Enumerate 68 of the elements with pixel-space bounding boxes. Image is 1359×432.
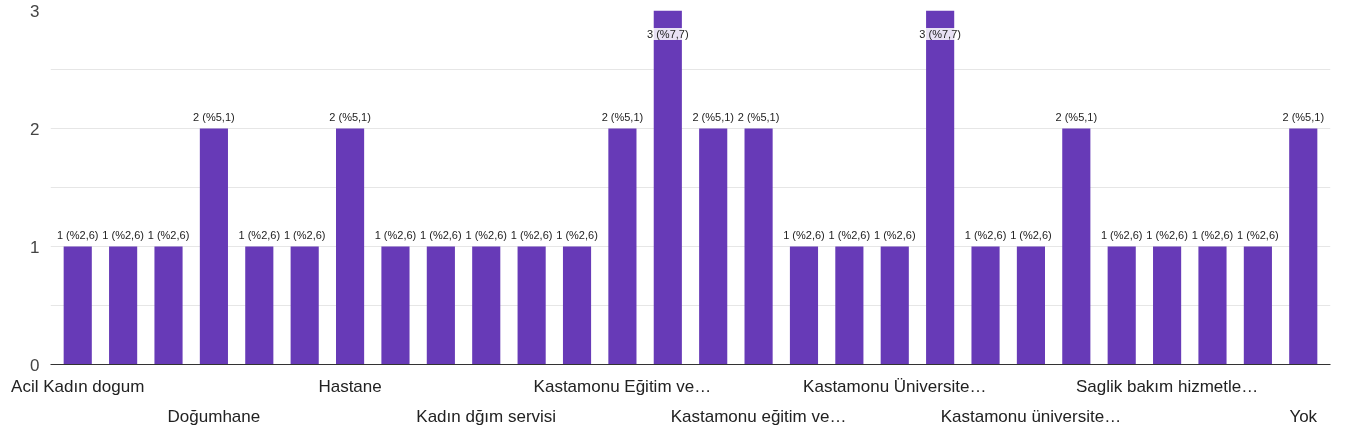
data-label: 1 (%2,6)	[102, 228, 144, 241]
x-tick-label: Kastamonu Eğitim ve…	[533, 376, 712, 396]
y-tick-label: 2	[30, 119, 40, 139]
data-label: 1 (%2,6)	[56, 228, 99, 241]
bar	[154, 246, 183, 365]
x-tick-label: Yok	[1289, 406, 1318, 426]
bar	[744, 128, 773, 365]
data-label: 1 (%2,6)	[783, 228, 825, 241]
bar	[109, 246, 138, 365]
bar	[1198, 246, 1227, 365]
x-tick-label: Acil Kadın dogum	[11, 376, 145, 396]
data-label: 1 (%2,6)	[873, 228, 916, 241]
data-label: 1 (%2,6)	[556, 228, 598, 241]
y-tick-label: 1	[30, 237, 40, 257]
bar	[245, 246, 274, 365]
data-label: 2 (%5,1)	[1282, 110, 1325, 123]
data-label: 2 (%5,1)	[692, 110, 734, 123]
x-tick-label: Saglik bakım hizmetle…	[1075, 376, 1259, 396]
data-label: 1 (%2,6)	[238, 228, 281, 241]
data-label: 1 (%2,6)	[465, 228, 508, 241]
bar	[472, 246, 501, 365]
data-label: 1 (%2,6)	[1191, 228, 1234, 241]
data-label: 2 (%5,1)	[737, 110, 780, 123]
bar	[63, 246, 92, 365]
data-label: 2 (%5,1)	[329, 110, 371, 123]
bar	[1062, 128, 1091, 365]
data-label: 1 (%2,6)	[147, 228, 190, 241]
bar	[336, 128, 365, 365]
data-label: 1 (%2,6)	[828, 228, 871, 241]
data-label: 1 (%2,6)	[1100, 228, 1143, 241]
x-tick-label: Kadın dğım servisi	[416, 406, 557, 426]
x-tick-label: Hastane	[318, 376, 382, 396]
data-label: 2 (%5,1)	[601, 110, 644, 123]
bar	[1107, 246, 1136, 365]
bar	[880, 246, 909, 365]
bar	[517, 246, 546, 365]
data-label: 1 (%2,6)	[1146, 228, 1188, 241]
data-label: 1 (%2,6)	[420, 228, 462, 241]
bar	[1289, 128, 1318, 365]
bar	[608, 128, 637, 365]
data-label: 2 (%5,1)	[193, 110, 235, 123]
x-tick-label: Kastamonu Üniversite…	[803, 376, 987, 396]
bar	[1153, 246, 1182, 365]
bar	[1016, 246, 1045, 365]
x-tick-label: Kastamonu eğitim ve…	[670, 406, 847, 426]
data-label: 2 (%5,1)	[1055, 110, 1098, 123]
x-tick-label: Doğumhane	[167, 406, 261, 426]
bar	[381, 246, 410, 365]
bar	[1243, 246, 1272, 365]
bar	[971, 246, 1000, 365]
y-tick-label: 3	[30, 1, 40, 21]
data-label: 3 (%7,7)	[919, 27, 961, 40]
data-label: 1 (%2,6)	[1010, 228, 1052, 241]
data-label: 1 (%2,6)	[510, 228, 553, 241]
data-label: 1 (%2,6)	[964, 228, 1007, 241]
bar	[789, 246, 819, 365]
bar	[290, 246, 319, 365]
bar	[562, 246, 592, 365]
bar	[199, 128, 228, 365]
data-label: 1 (%2,6)	[374, 228, 417, 241]
y-tick-label: 0	[30, 355, 40, 375]
bar	[699, 128, 728, 365]
data-label: 3 (%7,7)	[647, 27, 689, 40]
data-label: 1 (%2,6)	[1237, 228, 1279, 241]
bar	[426, 246, 455, 365]
x-tick-label: Kastamonu üniversite…	[940, 406, 1122, 426]
bar	[835, 246, 864, 365]
data-label: 1 (%2,6)	[283, 228, 326, 241]
